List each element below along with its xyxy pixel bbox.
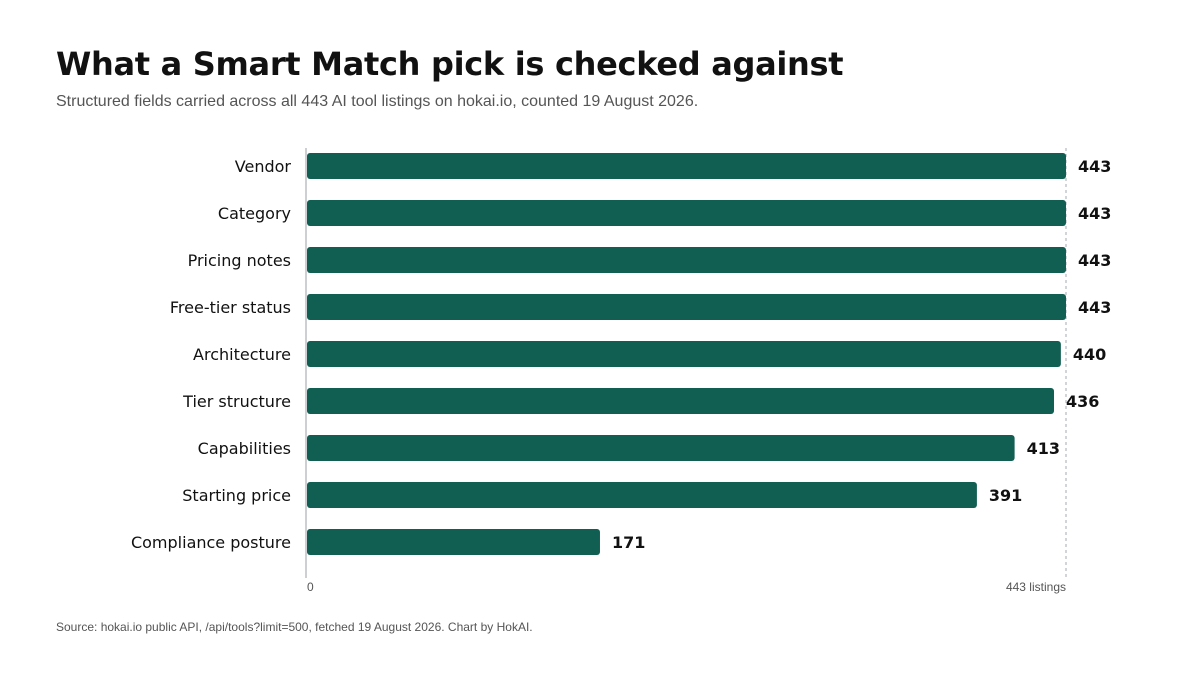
value-label: 436 [1066, 392, 1099, 411]
category-label: Pricing notes [188, 251, 291, 270]
x-tick-label: 443 listings [1006, 580, 1066, 594]
category-label: Free-tier status [170, 298, 291, 317]
bar [307, 482, 977, 508]
value-label: 391 [989, 486, 1022, 505]
category-label: Tier structure [182, 392, 291, 411]
category-label: Vendor [235, 157, 292, 176]
chart-subtitle: Structured fields carried across all 443… [56, 93, 699, 110]
category-label: Starting price [182, 486, 291, 505]
bar [307, 200, 1066, 226]
bar [307, 341, 1061, 367]
axis-layer: 0 443 listings [305, 148, 1066, 594]
chart-title: What a Smart Match pick is checked again… [56, 45, 844, 83]
chart-source-note: Source: hokai.io public API, /api/tools?… [56, 620, 533, 634]
value-label: 443 [1078, 298, 1111, 317]
bar [307, 529, 600, 555]
category-label: Capabilities [198, 439, 291, 458]
bar [307, 247, 1066, 273]
bar [307, 294, 1066, 320]
bar [307, 388, 1055, 414]
value-label: 443 [1078, 251, 1111, 270]
category-label: Category [218, 204, 291, 223]
labels-layer: Vendor 443 Category 443 Pricing notes 443 Free… [131, 157, 1111, 552]
value-label: 413 [1027, 439, 1060, 458]
bar [307, 435, 1015, 461]
category-label: Compliance posture [131, 533, 291, 552]
bars-layer [307, 153, 1066, 555]
value-label: 443 [1078, 157, 1111, 176]
value-label: 171 [612, 533, 645, 552]
value-label: 440 [1073, 345, 1106, 364]
bar [307, 153, 1066, 179]
x-tick-label: 0 [307, 580, 314, 594]
value-label: 443 [1078, 204, 1111, 223]
category-label: Architecture [193, 345, 291, 364]
